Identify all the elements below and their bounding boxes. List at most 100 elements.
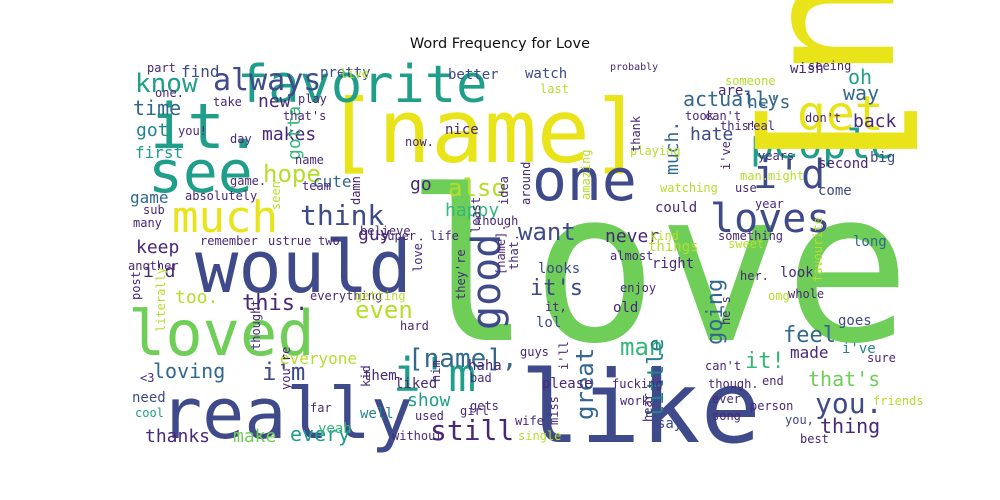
word-17: good <box>464 234 510 330</box>
word-124: around <box>519 162 533 205</box>
word-12: people <box>750 122 895 168</box>
word-175: without <box>392 429 443 443</box>
word-14: i'd <box>753 152 825 198</box>
word-70: everyone <box>280 349 357 368</box>
word-27: i'm <box>262 358 305 386</box>
word-51: time <box>133 96 181 120</box>
word-150: post <box>129 271 143 300</box>
word-134: years <box>758 149 794 163</box>
word-132: year <box>755 197 784 211</box>
word-104: you! <box>178 124 207 138</box>
word-32: thanks <box>145 426 210 447</box>
word-182: though. <box>708 377 759 391</box>
word-183: ever <box>712 392 741 406</box>
word-122: though <box>475 214 518 228</box>
word-128: watching <box>660 181 718 195</box>
word-129: use <box>735 181 757 195</box>
word-90: yeah <box>318 421 352 437</box>
word-157: love. <box>411 236 425 272</box>
word-178: fucking <box>612 377 663 391</box>
word-2: like <box>520 349 761 466</box>
word-23: want <box>518 218 576 246</box>
word-151: literally <box>154 267 168 332</box>
word-74: nice <box>445 122 479 138</box>
word-166: <3 <box>140 371 154 385</box>
word-137: many <box>133 216 162 230</box>
word-102: live <box>340 67 369 81</box>
word-65: too. <box>175 287 218 308</box>
word-73: watch <box>525 66 567 82</box>
word-20: think <box>300 199 384 232</box>
word-116: don't <box>805 111 841 125</box>
word-25: you. <box>815 387 882 420</box>
word-46: way <box>843 81 879 105</box>
word-101: that's <box>283 109 326 123</box>
word-189: best <box>800 432 829 446</box>
word-55: gotta <box>284 106 305 160</box>
word-169: kid <box>359 365 373 387</box>
word-4: would <box>195 225 412 309</box>
word-98: take <box>213 95 242 109</box>
word-71: pretty <box>320 65 371 81</box>
word-22: also <box>448 174 506 202</box>
word-81: i've <box>842 341 876 357</box>
word-174: gets <box>470 399 499 413</box>
word-130: man. <box>740 169 769 183</box>
word-181: can't <box>705 359 741 373</box>
word-135: absolutely <box>185 189 257 203</box>
word-162: he's <box>719 296 733 325</box>
chart-title: Word Frequency for Love <box>409 36 591 52</box>
word-37: feel <box>783 323 836 348</box>
word-103: damn <box>349 176 363 205</box>
word-19: know <box>135 69 198 99</box>
word-148: favourite <box>811 217 825 282</box>
word-7: it. <box>150 90 262 163</box>
word-54: got <box>136 120 169 141</box>
word-34: every <box>290 422 350 446</box>
word-86: please <box>542 376 593 392</box>
word-78: come <box>818 183 852 199</box>
word-145: kind <box>650 229 679 243</box>
word-69: made <box>790 343 829 362</box>
word-149: another <box>128 259 179 273</box>
word-123: idea <box>497 176 511 205</box>
word-96: part <box>147 61 176 75</box>
word-172: used <box>415 409 444 423</box>
word-110: this! <box>720 119 756 133</box>
word-125: amazing <box>579 149 593 200</box>
word-0: love <box>405 145 911 390</box>
word-16: [name] <box>724 0 936 190</box>
word-52: new <box>258 91 291 112</box>
word-177: i'll <box>557 341 571 370</box>
word-30: even <box>355 296 413 324</box>
word-117: name <box>295 153 324 167</box>
word-152: everything <box>310 289 382 303</box>
word-18: always <box>213 63 321 98</box>
word-113: seeing <box>808 59 851 73</box>
word-26: [name], <box>408 344 518 374</box>
word-84: lol <box>536 315 561 331</box>
word-38: that's <box>808 367 880 391</box>
word-105: now. <box>405 135 434 149</box>
word-48: hate <box>690 124 733 145</box>
word-13: loves <box>710 196 830 242</box>
word-160: her. <box>740 269 769 283</box>
word-176: guys <box>520 345 549 359</box>
word-126: playing <box>630 144 681 158</box>
word-33: make <box>233 426 276 447</box>
word-43: little <box>644 339 669 418</box>
word-15: i'm <box>393 348 476 402</box>
word-139: ustrue <box>268 234 311 248</box>
word-100: play <box>298 92 327 106</box>
word-106: last <box>540 82 569 96</box>
word-24: still <box>430 414 514 447</box>
word-92: cool <box>135 406 164 420</box>
word-67: right <box>652 256 694 272</box>
word-49: back <box>853 111 897 132</box>
word-180: hear <box>641 393 655 422</box>
word-36: man <box>620 333 663 361</box>
word-133: i've <box>719 141 733 170</box>
word-76: things <box>648 239 699 255</box>
word-191: single <box>518 429 561 443</box>
word-42: going <box>703 279 728 345</box>
